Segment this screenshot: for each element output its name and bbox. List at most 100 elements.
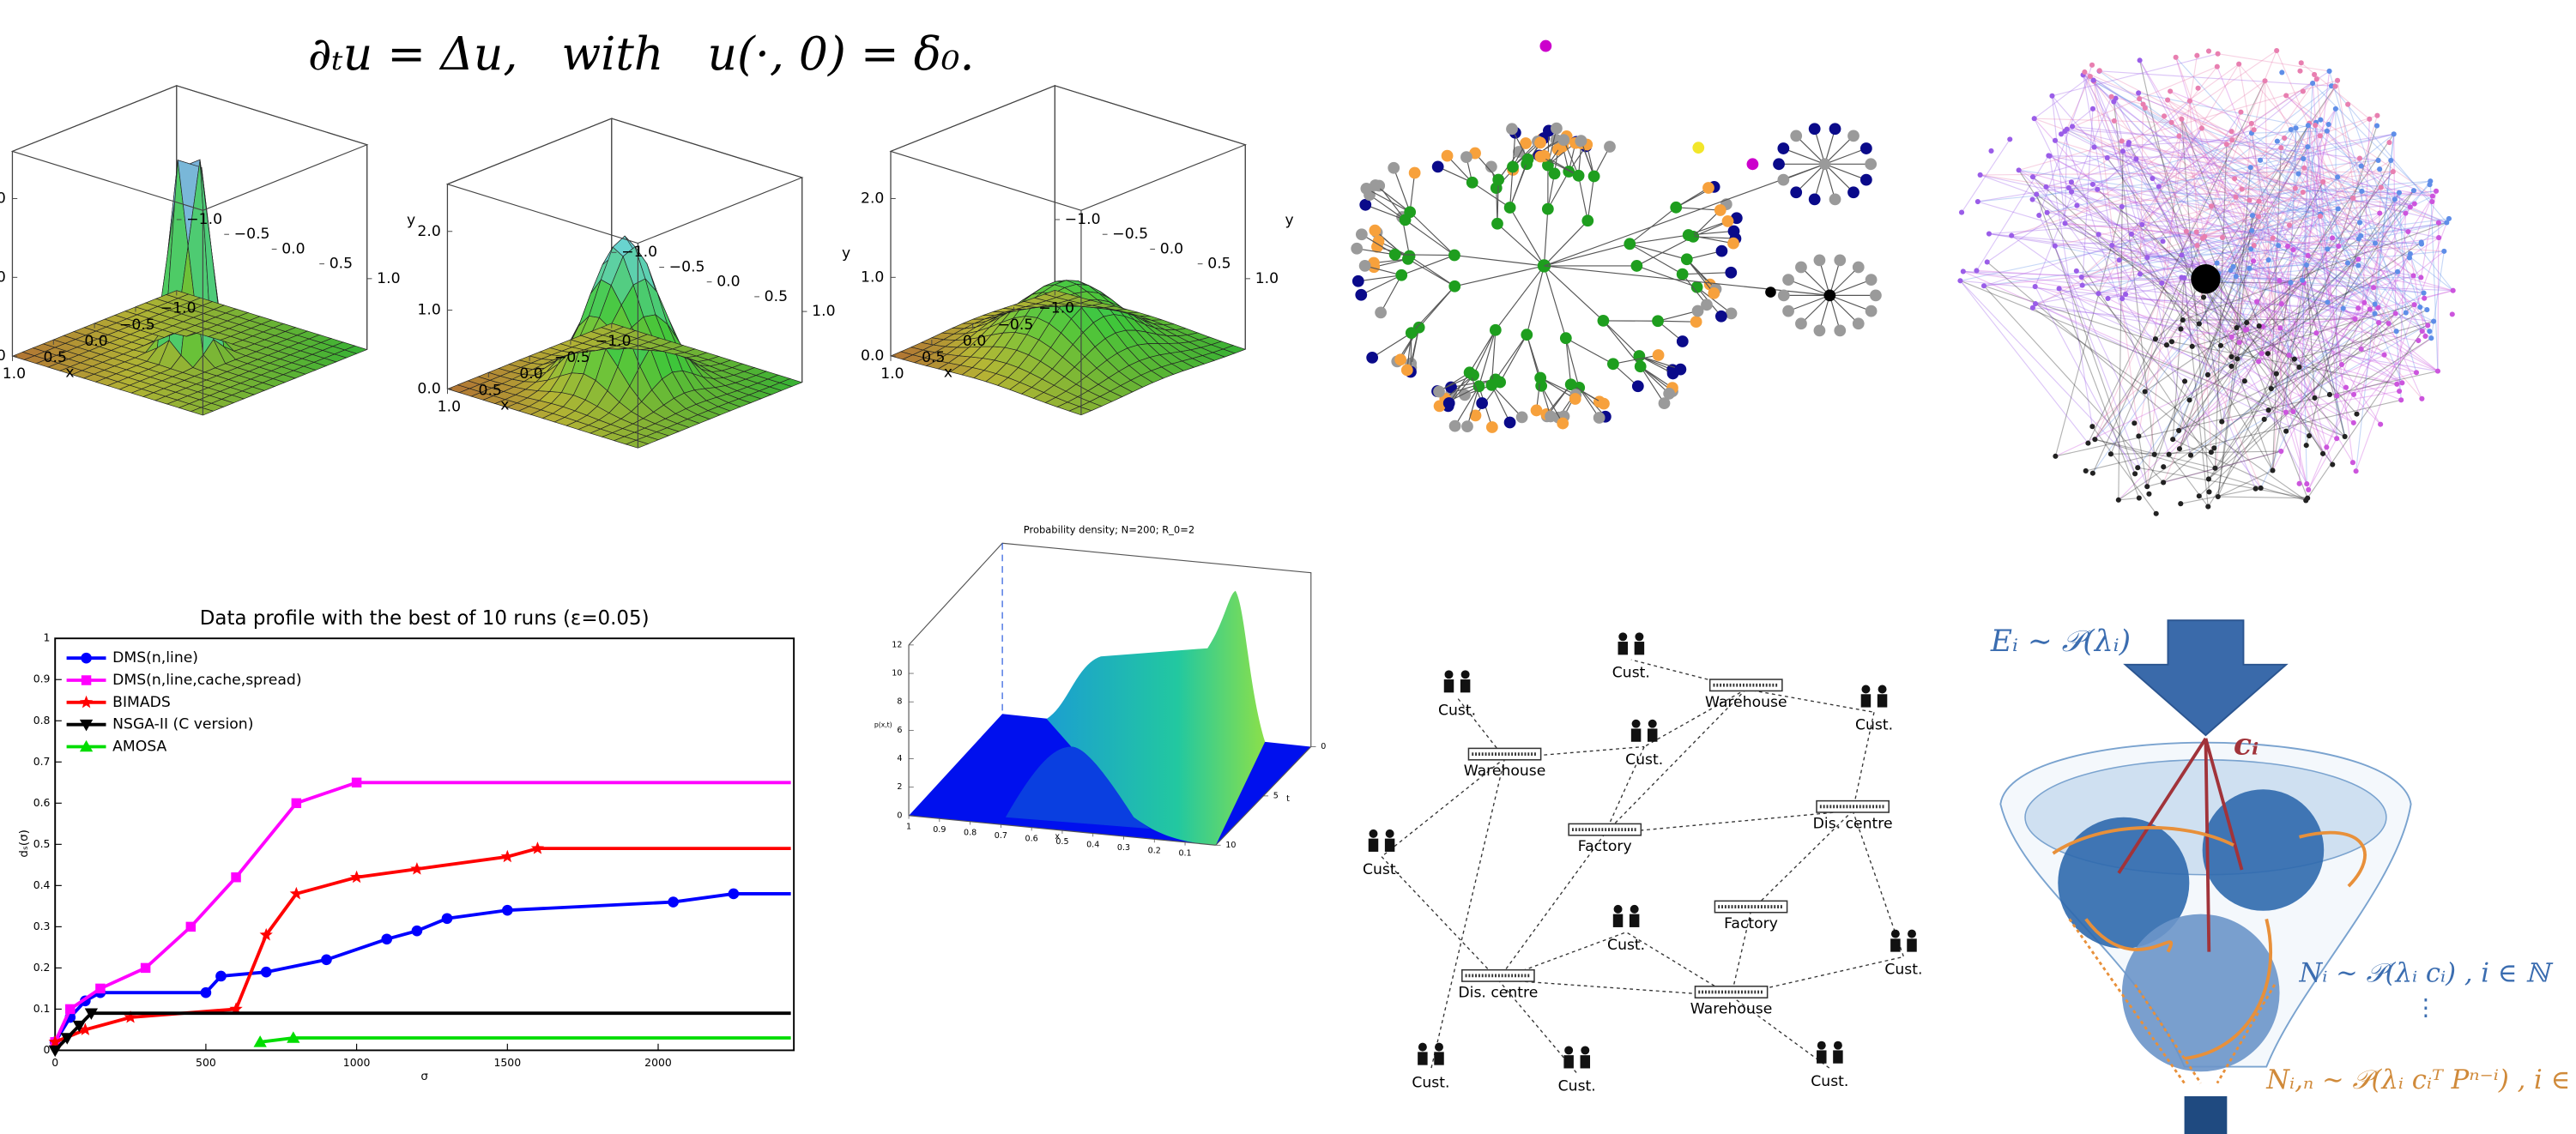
network-edge (2171, 341, 2398, 385)
network-edge (2306, 264, 2346, 437)
person-icon (1648, 719, 1657, 728)
network-edge (2168, 454, 2209, 507)
network-node (1355, 228, 1368, 241)
network-node (2049, 93, 2055, 99)
y-tick-label: 0.6 (33, 796, 51, 809)
network-edge (2251, 133, 2290, 356)
network-node (2350, 195, 2356, 201)
network-node (1581, 214, 1594, 227)
network-node (2096, 68, 2102, 74)
network-node (2202, 233, 2208, 239)
network-node (2095, 291, 2101, 297)
network-node (2189, 343, 2195, 349)
network-edge (2285, 94, 2411, 208)
data-point (84, 1008, 99, 1020)
network-edge (2207, 125, 2309, 376)
data-point (200, 986, 212, 998)
network-node (2300, 88, 2306, 94)
network-edge (2051, 95, 2066, 224)
network-edge (2144, 282, 2305, 392)
network-edge (1410, 333, 1412, 372)
network-node (2411, 302, 2417, 308)
cluster (2121, 914, 2280, 1072)
network-edge (2093, 80, 2124, 152)
network-edge (2285, 366, 2300, 413)
network-edge (1454, 386, 1480, 426)
network-edge (2217, 53, 2330, 72)
network-node (2151, 451, 2157, 457)
network-edge (2388, 323, 2422, 400)
network-node (1988, 148, 1994, 154)
network-edge (1401, 254, 1455, 276)
network-edge (2091, 425, 2157, 515)
data-point (48, 1045, 62, 1058)
network-node (2265, 257, 2271, 263)
network-node (1680, 253, 1693, 266)
network-edge (2172, 277, 2186, 440)
network-edge (1495, 265, 1545, 331)
network-node (2355, 262, 2361, 268)
person-icon (1833, 1050, 1843, 1064)
network-edge (1454, 254, 1545, 267)
network-edge (2071, 191, 2375, 315)
network-edge (2138, 258, 2359, 437)
network-edge (2307, 237, 2440, 256)
network-node (2421, 290, 2427, 296)
network-edge (2201, 128, 2414, 276)
network-edge (2162, 318, 2355, 483)
network-node (2137, 271, 2144, 277)
surface-patch (778, 378, 803, 387)
network-node (2344, 260, 2351, 266)
network-edge (2131, 233, 2273, 471)
network-edge (1357, 248, 1395, 256)
person-icon (1563, 1055, 1574, 1069)
network-edge (2172, 125, 2309, 440)
supply-node-label: Factory (1724, 915, 1778, 932)
network-node (2334, 77, 2341, 83)
network-edge (2171, 122, 2398, 332)
network-node (1485, 378, 1498, 391)
chart-title: Data profile with the best of 10 runs (ε… (200, 607, 650, 630)
network-edge (2065, 130, 2374, 288)
network-edge (1409, 256, 1455, 287)
network-edge (2207, 190, 2415, 507)
network-node (1530, 404, 1543, 417)
person-icon (1443, 679, 1454, 693)
y-tick-label: 0.4 (33, 878, 51, 891)
z-axis-label: p(x,t) (874, 721, 892, 729)
network-node (2194, 52, 2200, 58)
network-node (2416, 337, 2422, 344)
flow-arrow (2204, 738, 2211, 952)
network-node (2390, 169, 2396, 175)
network-node (2153, 510, 2159, 516)
network-edge (1526, 265, 1545, 335)
network-edge (1580, 140, 1595, 177)
network-edge (2208, 304, 2376, 480)
network-edge (1407, 258, 1455, 287)
network-node (1355, 288, 1368, 301)
network-edge (1565, 338, 1580, 389)
network-node (1790, 130, 1803, 142)
network-edge (2337, 190, 2415, 247)
supply-link (1381, 757, 1505, 858)
network-edge (1369, 194, 1406, 220)
network-node (2355, 256, 2361, 262)
z-tick-label: 2 (897, 782, 902, 792)
network-edge (1497, 223, 1545, 267)
network-node (2434, 368, 2441, 374)
network-edge (2131, 128, 2203, 235)
data-point (291, 798, 302, 809)
cycle-arrow (2052, 825, 2234, 855)
network-node (2136, 433, 2142, 439)
network-edge (2076, 270, 2402, 401)
network-node (2115, 497, 2121, 503)
network-node (2133, 156, 2139, 162)
network-edge (2122, 151, 2333, 465)
network-edge (2011, 115, 2378, 237)
network-edge (2167, 100, 2321, 217)
legend-marker (81, 675, 92, 685)
network-edge (2146, 381, 2186, 487)
network-edge (2289, 208, 2339, 356)
box-top (889, 85, 1247, 211)
network-edge (2137, 214, 2321, 468)
